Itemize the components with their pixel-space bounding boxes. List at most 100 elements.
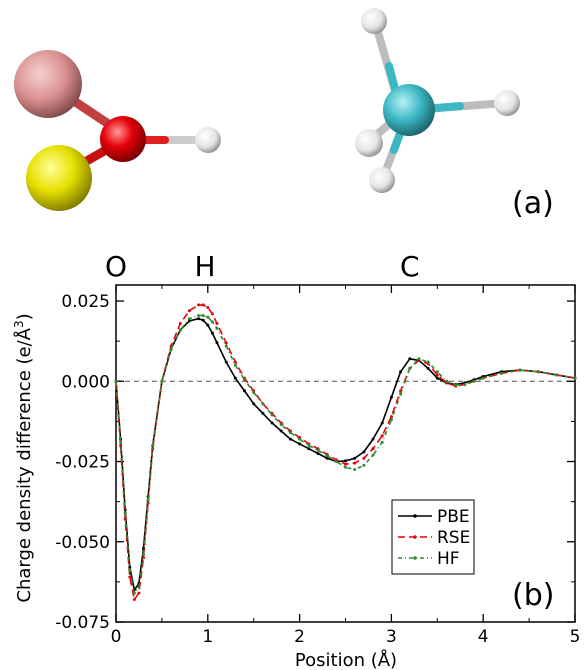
series-point-HF-32 bbox=[353, 468, 357, 471]
series-point-HF-7 bbox=[146, 498, 150, 502]
series-point-PBE-18 bbox=[224, 360, 228, 364]
y-tick-label-4: 0.025 bbox=[61, 292, 110, 312]
series-RSE bbox=[114, 303, 577, 601]
atom-label-O: O bbox=[105, 250, 127, 283]
y-axis-title-exponent: 3 bbox=[12, 320, 26, 328]
series-point-HF-30 bbox=[334, 460, 338, 463]
y-tick-label-0: -0.075 bbox=[55, 613, 110, 633]
series-point-PBE-20 bbox=[243, 389, 246, 393]
x-tick-label-4: 4 bbox=[478, 627, 489, 647]
panel-a-molecules: (a) bbox=[14, 8, 554, 221]
series-point-HF-49 bbox=[536, 370, 540, 374]
series-point-PBE-31 bbox=[344, 459, 347, 463]
series-point-HF-31 bbox=[344, 465, 347, 469]
series-PBE bbox=[114, 317, 577, 592]
series-point-PBE-37 bbox=[399, 370, 403, 374]
series-line-RSE bbox=[115, 304, 576, 601]
series-point-RSE-1 bbox=[119, 444, 123, 447]
legend-box bbox=[391, 499, 475, 575]
series-point-HF-5 bbox=[137, 585, 141, 589]
series-point-PBE-22 bbox=[261, 411, 265, 415]
hydrogen-atom-top bbox=[361, 8, 387, 34]
series-point-HF-21 bbox=[252, 391, 256, 394]
series-point-HF-47 bbox=[500, 371, 504, 375]
series-point-HF-10 bbox=[169, 347, 173, 351]
panel-a-label: (a) bbox=[512, 186, 554, 221]
series-point-HF-9 bbox=[160, 379, 164, 383]
x-tick-label-1: 1 bbox=[202, 627, 213, 647]
series-line-HF bbox=[115, 314, 576, 594]
series-point-HF-35 bbox=[380, 440, 384, 444]
series-point-PBE-17 bbox=[215, 341, 219, 345]
x-axis-ticks: 0 1 2 3 4 5 bbox=[111, 285, 581, 647]
atom-label-H: H bbox=[195, 250, 216, 283]
series-point-HF-12 bbox=[187, 317, 191, 321]
legend-marker-PBE bbox=[413, 514, 417, 518]
series-point-RSE-14 bbox=[201, 303, 205, 307]
series-point-RSE-13 bbox=[197, 303, 201, 307]
series-point-HF-41 bbox=[435, 370, 439, 374]
series-point-RSE-4 bbox=[132, 598, 136, 601]
series-point-PBE-32 bbox=[353, 456, 357, 460]
series-point-RSE-18 bbox=[224, 341, 228, 345]
x-tick-label-5: 5 bbox=[570, 627, 581, 647]
series-point-PBE-28 bbox=[316, 452, 320, 455]
series-point-HF-0 bbox=[114, 379, 118, 383]
series-point-HF-25 bbox=[288, 431, 292, 435]
y-axis-ticks: -0.075 -0.050 -0.025 0.000 0.025 bbox=[55, 292, 575, 633]
y-axis-title-suffix: ) bbox=[14, 313, 35, 320]
series-point-PBE-33 bbox=[362, 450, 366, 454]
series-HF bbox=[114, 314, 577, 595]
series-point-PBE-13 bbox=[197, 317, 201, 321]
pink-atom bbox=[14, 50, 82, 118]
series-point-PBE-27 bbox=[307, 447, 311, 451]
series-point-HF-40 bbox=[426, 360, 430, 364]
series-point-PBE-14 bbox=[201, 318, 205, 322]
y-tick-label-1: -0.050 bbox=[55, 533, 110, 553]
carbon-atom bbox=[383, 84, 435, 136]
series-point-HF-6 bbox=[142, 553, 145, 557]
series-point-PBE-26 bbox=[298, 442, 302, 446]
series-point-HF-43 bbox=[454, 383, 458, 387]
series-point-HF-42 bbox=[445, 379, 448, 383]
series-point-RSE-31 bbox=[344, 462, 347, 466]
series-point-PBE-19 bbox=[233, 376, 237, 380]
series-point-HF-15 bbox=[206, 315, 210, 319]
y-tick-label-3: 0.000 bbox=[61, 372, 110, 392]
series-point-PBE-36 bbox=[389, 395, 393, 399]
x-axis-title: Position (Å) bbox=[295, 649, 397, 670]
series-point-PBE-24 bbox=[279, 429, 283, 433]
series-point-HF-19 bbox=[233, 363, 237, 367]
panel-b-label: (b) bbox=[512, 578, 554, 613]
series-point-HF-29 bbox=[325, 454, 329, 458]
series-line-PBE bbox=[115, 317, 576, 591]
series-point-HF-16 bbox=[210, 320, 214, 324]
series-point-PBE-23 bbox=[270, 421, 274, 425]
series-point-HF-48 bbox=[518, 368, 522, 372]
series-point-HF-24 bbox=[279, 423, 283, 427]
series-point-HF-22 bbox=[261, 402, 265, 406]
series-point-HF-33 bbox=[362, 463, 366, 467]
series-point-HF-13 bbox=[197, 314, 201, 317]
series-point-RSE-15 bbox=[206, 306, 210, 309]
legend-label-RSE: RSE bbox=[437, 528, 470, 548]
hydrogen-atom-oh bbox=[195, 127, 221, 153]
series-point-HF-36 bbox=[389, 418, 393, 422]
series-point-HF-14 bbox=[201, 314, 205, 317]
series-point-RSE-16 bbox=[210, 312, 214, 316]
x-tick-label-3: 3 bbox=[386, 627, 397, 647]
series-point-HF-50 bbox=[555, 373, 559, 377]
series-point-HF-3 bbox=[128, 569, 132, 573]
series-point-HF-4 bbox=[132, 591, 136, 595]
x-tick-label-2: 2 bbox=[294, 627, 305, 647]
legend-marker-RSE bbox=[413, 535, 417, 539]
oxygen-atom bbox=[100, 116, 146, 162]
series-point-PBE-35 bbox=[380, 421, 384, 425]
hydrogen-atom-bottom bbox=[369, 167, 395, 193]
series-point-PBE-15 bbox=[206, 323, 210, 327]
series-point-RSE-17 bbox=[215, 322, 219, 325]
series-point-PBE-41 bbox=[435, 376, 439, 380]
